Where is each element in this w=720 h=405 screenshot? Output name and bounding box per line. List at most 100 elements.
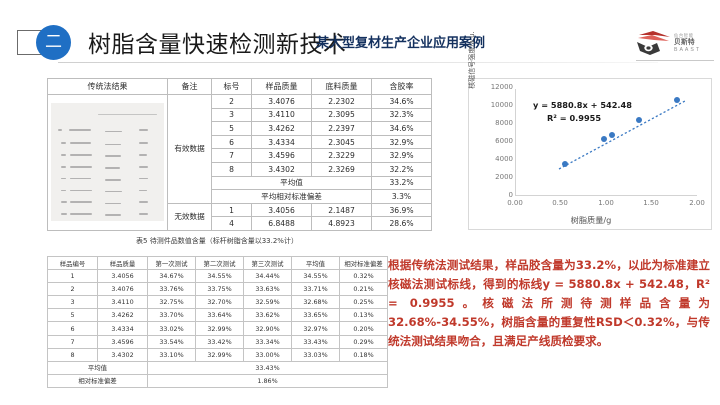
cell-sample-no: 5 [47,308,98,323]
logo-line-3: BAAST [674,47,702,53]
company-logo-icon [636,29,712,59]
table-row: 5 3.4262 33.70% 33.64% 33.62% 33.65% 0.1… [47,308,388,323]
th-traditional-result: 传统法结果 [47,78,168,95]
cell-base-mass: 2.3045 [311,134,372,150]
cell-sample-mass: 3.4334 [97,321,148,336]
cell-base-mass: 2.3095 [311,107,372,123]
th-sample-no: 样品编号 [47,255,98,271]
table-row: 6 3.4334 33.02% 32.99% 32.90% 32.97% 0.2… [47,321,388,336]
cell-test-1: 34.67% [147,269,196,284]
cell-test-2: 33.42% [195,334,244,349]
table-row: 4 6.8488 4.8923 28.6% [48,216,432,231]
table-row: 3 3.4110 2.3095 32.3% [48,107,432,123]
cell-mean: 32.97% [291,321,340,336]
y-tick: 6000 [495,137,513,145]
header-divider [58,62,658,63]
cell-sample-mass: 3.4110 [97,295,148,310]
cell-sample-no: 1 [47,269,98,284]
cell-mean: 33.71% [291,282,340,297]
cell-test-3: 33.00% [243,347,292,362]
chart-x-axis-line [515,195,697,196]
cell-test-3: 33.34% [243,334,292,349]
cell-sample-mass: 6.8488 [251,216,312,231]
y-tick: 2000 [495,173,513,181]
cell-id: 7 [211,148,252,163]
trendline-equation: y = 5880.8x + 542.48 [533,100,632,110]
cell-id: 2 [211,94,252,109]
table-row: 8 3.4302 33.10% 32.99% 33.00% 33.03% 0.1… [47,347,388,362]
cell-mean: 33.65% [291,308,340,323]
y-tick: 8000 [495,119,513,127]
x-tick: 0.00 [507,199,523,207]
data-point [636,117,642,123]
table-row-mean: 平均值 33.43% [47,360,388,375]
th-rsd: 相对标准偏差 [339,255,388,271]
conclusion-block: 根据传统法测试结果，样品胶含量为33.2%，以此为标准建立核磁法测试标线，得到的… [388,256,710,351]
logo-line-2: 贝斯特 [674,39,695,46]
y-tick: 10000 [490,101,513,109]
table-row: 7 3.4596 33.54% 33.42% 33.34% 33.43% 0.2… [47,334,388,349]
cell-id: 3 [211,107,252,123]
section-number-label: 二 [45,32,62,52]
calibration-chart: 核磁信号强度/a.u. 12000 10000 8000 6000 4000 2… [468,31,712,230]
th-test-2: 第二次测试 [195,255,244,271]
th-base-mass: 底料质量 [311,78,372,95]
chart-plot-area: y = 5880.8x + 542.48 R² = 0.9955 [515,89,697,196]
cell-mean: 32.68% [291,295,340,310]
table-row: 有效数据 2 3.4076 2.2302 34.6% [47,94,432,231]
cell-mean-label: 平均值 [47,360,148,375]
th-sample-mass: 样品质量 [97,255,148,271]
table-row-mean: 平均值 33.2% [48,175,432,191]
cell-mean: 33.43% [291,334,340,349]
table-row: 1 3.4056 34.67% 34.55% 34.44% 34.55% 0.3… [47,269,388,284]
cell-base-mass: 4.8923 [311,216,372,231]
x-tick: 0.50 [552,199,568,207]
cell-resin-rate: 34.6% [371,94,432,109]
section-number-badge: 二 [36,25,71,60]
page-subtitle: 某大型复材生产企业应用案例 [316,36,486,51]
table-row: 3 3.4110 32.75% 32.70% 32.59% 32.68% 0.2… [47,295,388,310]
table-row-rsd: 相对标准偏差 1.86% [47,373,388,388]
cell-sample-mass: 3.4596 [97,334,148,349]
handwritten-record-photo-cell [47,94,168,231]
y-tick: 0 [508,191,513,199]
cell-sample-no: 2 [47,282,98,297]
th-test-3: 第三次测试 [243,255,292,271]
chart-trendline [558,100,686,170]
y-tick: 4000 [495,155,513,163]
cell-sample-no: 8 [47,347,98,362]
page-title: 树脂含量快速检测新技术 [88,32,347,58]
chart-y-axis-label: 核磁信号强度/a.u. [468,31,476,89]
cell-sample-mass: 3.4302 [97,347,148,362]
cell-test-1: 33.02% [147,321,196,336]
cell-rsd: 0.13% [339,308,388,323]
chart-x-axis-label: 树脂质量/g [570,215,612,225]
cell-mean-value: 33.2% [371,175,432,191]
cell-sample-mass: 3.4262 [97,308,148,323]
th-test-1: 第一次测试 [147,255,196,271]
cell-id: 5 [211,121,252,136]
cell-mean: 34.55% [291,269,340,284]
cell-rsd: 0.25% [339,295,388,310]
table-caption: 表5 待测件品数值含量（标杆树脂含量以33.2%计） [136,237,298,245]
cell-sample-mass: 3.4596 [251,148,312,163]
cell-id: 8 [211,161,252,177]
handwritten-record-photo [51,103,164,222]
cell-base-mass: 2.3269 [311,161,372,177]
chart-x-ticks: 0.00 0.50 1.00 1.50 2.00 [507,199,705,211]
cell-test-1: 33.70% [147,308,196,323]
cell-resin-rate: 28.6% [371,216,432,231]
slide-header: 二 树脂含量快速检测新技术 某大型复材生产企业应用案例 仙台智能 贝斯特 BAA… [0,0,720,68]
cell-test-1: 33.10% [147,347,196,362]
cell-test-2: 32.99% [195,347,244,362]
cell-mean-value: 33.43% [147,360,388,375]
th-resin-rate: 含胶率 [371,78,432,95]
cell-sample-mass: 3.4056 [251,202,312,218]
chart-y-ticks: 12000 10000 8000 6000 4000 2000 0 [479,83,513,199]
company-logo-text: 仙台智能 贝斯特 BAAST [674,33,716,54]
cell-id: 4 [211,216,252,231]
cell-test-2: 34.55% [195,269,244,284]
cell-test-2: 33.64% [195,308,244,323]
cell-resin-rate: 32.9% [371,134,432,150]
